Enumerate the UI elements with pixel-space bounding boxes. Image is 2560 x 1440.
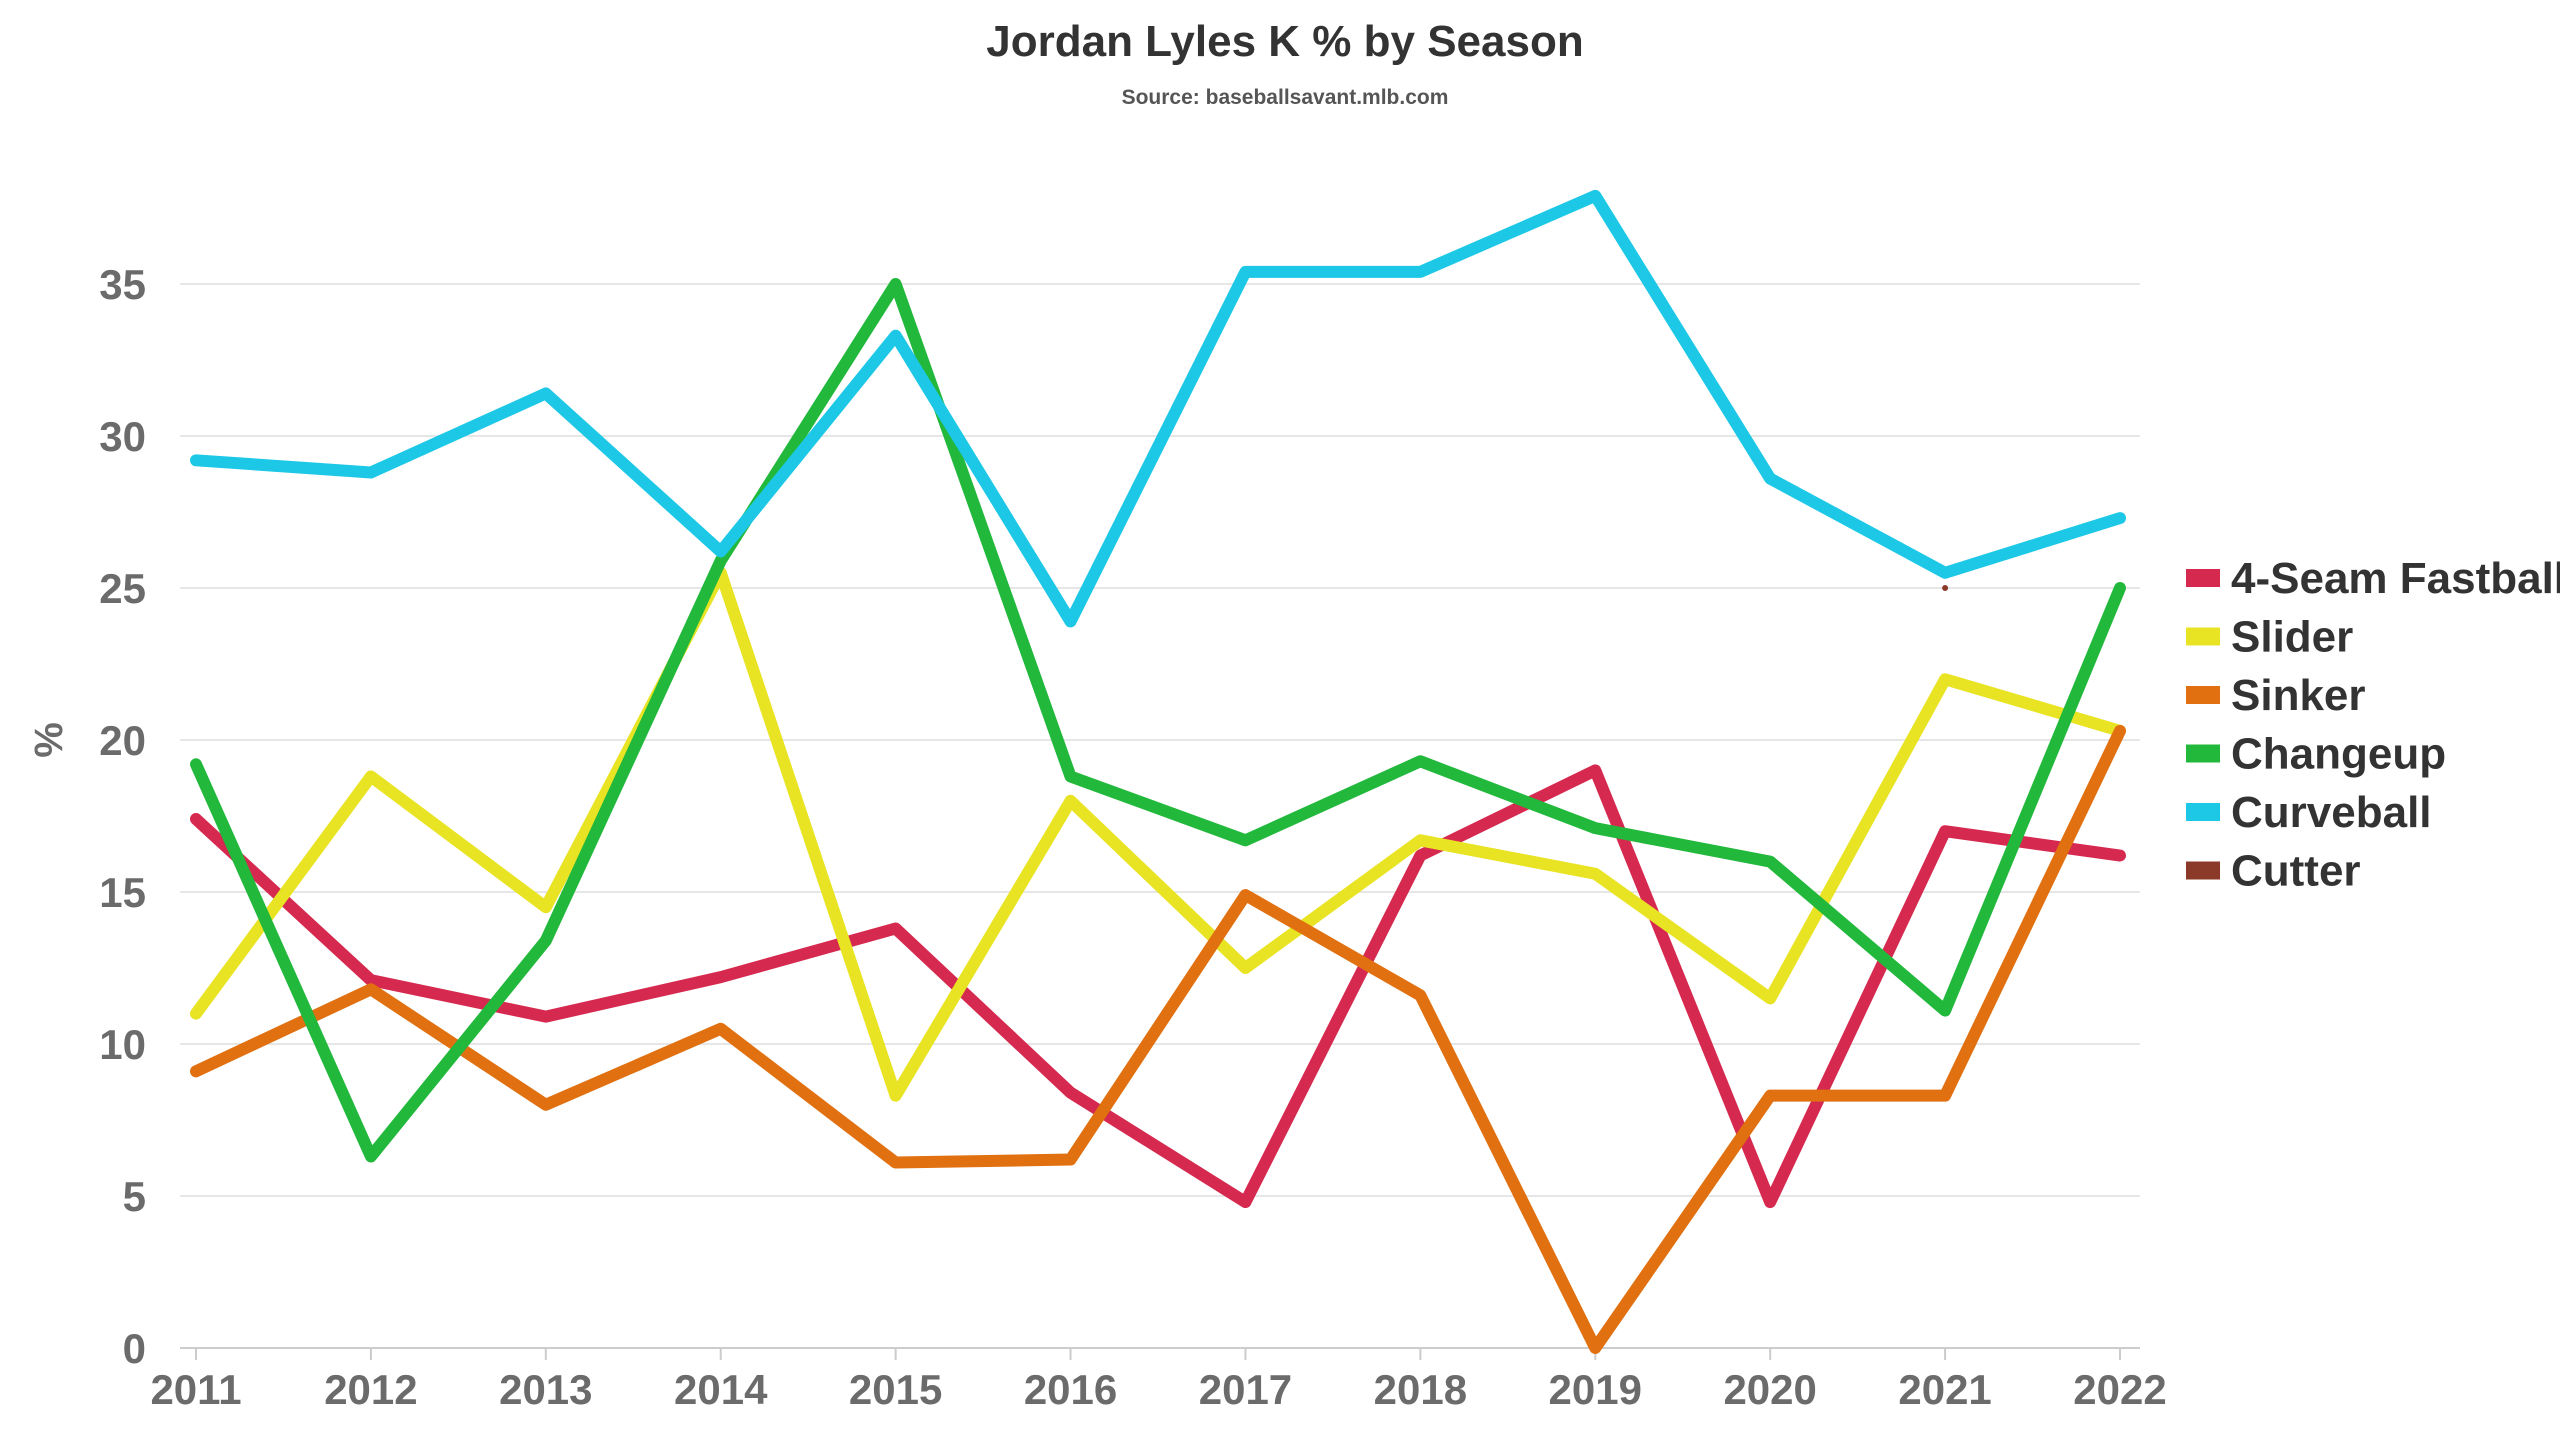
y-tick-label: 25	[99, 565, 146, 612]
legend-label: Cutter	[2231, 847, 2361, 896]
legend-item-cutter[interactable]: Cutter	[2186, 847, 2361, 896]
legend-label: Slider	[2231, 613, 2353, 662]
y-tick-label: 20	[99, 717, 146, 764]
series-line-curveball	[190, 189, 2126, 628]
legend-item-curveball[interactable]: Curveball	[2186, 788, 2432, 837]
legend-swatch	[2186, 861, 2220, 880]
x-tick-label: 2016	[1024, 1366, 1117, 1413]
y-tick-label: 35	[99, 261, 146, 308]
x-tick-label: 2021	[1898, 1366, 1991, 1413]
y-tick-label: 15	[99, 869, 146, 916]
y-axis-title: %	[27, 722, 71, 758]
x-tick-label: 2015	[849, 1366, 942, 1413]
chart-title: Jordan Lyles K % by Season	[986, 17, 1583, 66]
data-point-cutter	[1942, 585, 1949, 591]
series-lines	[190, 189, 2126, 1354]
x-tick-label: 2018	[1374, 1366, 1467, 1413]
y-tick-label: 0	[123, 1325, 146, 1372]
x-tick-label: 2017	[1199, 1366, 1292, 1413]
legend-item-changeup[interactable]: Changeup	[2186, 730, 2446, 779]
legend-item-sinker[interactable]: Sinker	[2186, 671, 2366, 720]
legend: 4-Seam Fastball Slider Sinker Changeup Curve…	[2186, 554, 2560, 896]
legend-swatch	[2186, 627, 2220, 646]
legend-swatch	[2186, 744, 2220, 763]
y-tick-label: 10	[99, 1021, 146, 1068]
x-tick-label: 2022	[2073, 1366, 2166, 1413]
legend-swatch	[2186, 803, 2220, 821]
y-tick-label: 30	[99, 413, 146, 460]
series-line-slider	[190, 566, 2126, 1102]
legend-item-4-seam-fastball[interactable]: 4-Seam Fastball	[2186, 554, 2560, 603]
chart-subtitle: Source: baseballsavant.mlb.com	[1122, 86, 1449, 109]
gridlines	[180, 283, 2140, 1349]
legend-swatch	[2186, 569, 2220, 587]
x-tick-label: 2020	[1723, 1366, 1816, 1413]
legend-label: 4-Seam Fastball	[2231, 554, 2560, 603]
series-line-4-seam-fastball	[190, 764, 2126, 1209]
x-tick-label: 2014	[674, 1366, 768, 1413]
legend-swatch	[2186, 686, 2220, 704]
x-tick-label: 2013	[499, 1366, 592, 1413]
x-axis-ticks: 2011 2012 2013 2014 2015 2016 2017 2018 2019 2020…	[150, 1348, 2167, 1413]
x-tick-label: 2011	[150, 1366, 241, 1413]
x-tick-label: 2019	[1549, 1366, 1642, 1413]
series-line-sinker	[190, 724, 2126, 1354]
y-axis-ticks: 0 5 10 15 20 25 30 35	[99, 261, 146, 1372]
series-line-changeup	[190, 278, 2126, 1163]
legend-label: Sinker	[2231, 671, 2366, 720]
legend-item-slider[interactable]: Slider	[2186, 613, 2353, 662]
y-tick-label: 5	[123, 1173, 146, 1220]
legend-label: Curveball	[2231, 788, 2432, 837]
legend-label: Changeup	[2231, 730, 2446, 779]
x-tick-label: 2012	[324, 1366, 417, 1413]
